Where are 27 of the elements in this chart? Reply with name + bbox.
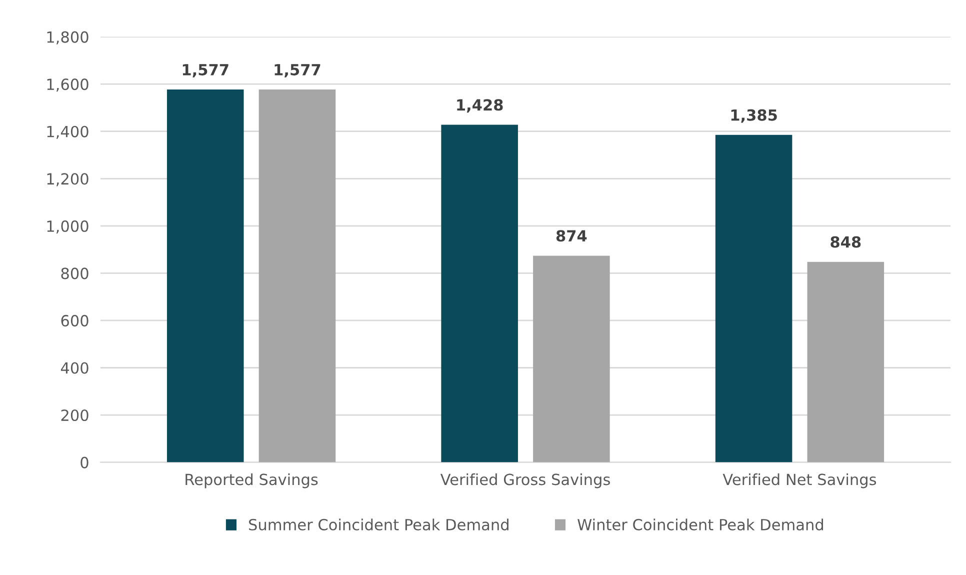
x-tick-label: Verified Gross Savings — [440, 473, 610, 488]
bar — [807, 262, 884, 462]
y-tick-label: 600 — [61, 314, 88, 326]
text: 1,428 — [457, 99, 503, 113]
y-tick-label: 800 — [61, 268, 88, 280]
legend-label: Summer Coincident Peak Demand — [249, 518, 508, 530]
y-tick-label: 200 — [61, 409, 88, 422]
x-tick-label: Verified Net Savings — [722, 473, 876, 488]
y-tick-label: 1,200 — [47, 173, 88, 186]
y-tick-label: 1,400 — [47, 126, 88, 139]
bar — [166, 90, 244, 462]
text: 874 — [556, 230, 587, 242]
text: 848 — [830, 236, 861, 248]
y-tick-label: 0 — [80, 456, 88, 468]
x-tick-label: Reported Savings — [186, 473, 318, 488]
bar — [533, 256, 610, 462]
y-tick-label: 1,800 — [47, 31, 88, 44]
y-tick-label: 400 — [60, 362, 88, 374]
y-tick-label: 1,600 — [47, 78, 88, 92]
legend-label: Winter Coincident Peak Demand — [578, 518, 823, 530]
text: 1,577 — [274, 64, 320, 78]
y-tick-label: 1,000 — [47, 220, 88, 234]
text: 1,385 — [731, 109, 777, 123]
bar — [258, 90, 336, 462]
text: 1,577 — [182, 64, 228, 78]
bar — [715, 134, 792, 462]
bar — [441, 124, 518, 462]
